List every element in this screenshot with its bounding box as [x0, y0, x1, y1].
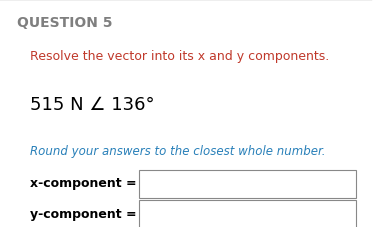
- Text: 515 N ∠ 136°: 515 N ∠ 136°: [30, 95, 154, 113]
- Text: Round your answers to the closest whole number.: Round your answers to the closest whole …: [30, 145, 325, 158]
- Bar: [139, 170, 356, 199]
- Bar: [139, 200, 356, 227]
- Text: x-component =: x-component =: [30, 176, 136, 189]
- Text: Resolve the vector into its x and y components.: Resolve the vector into its x and y comp…: [30, 49, 329, 62]
- Text: y-component =: y-component =: [30, 207, 136, 220]
- Text: QUESTION 5: QUESTION 5: [17, 16, 112, 30]
